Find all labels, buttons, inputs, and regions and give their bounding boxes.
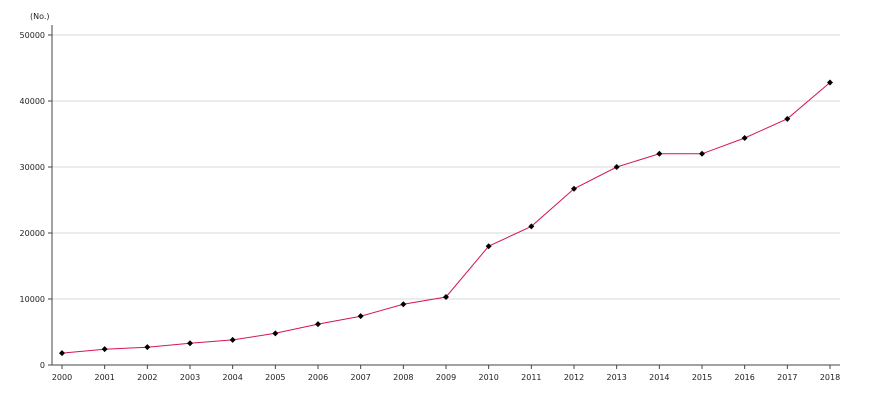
- data-point-marker: [528, 223, 535, 230]
- data-point-marker: [485, 243, 492, 250]
- data-point-marker: [741, 134, 748, 141]
- x-tick-label: 2016: [734, 373, 754, 382]
- x-tick-label: 2002: [137, 373, 157, 382]
- x-tick-label: 2017: [777, 373, 797, 382]
- x-tick-label: 2000: [52, 373, 72, 382]
- y-axis-unit-label: (No.): [30, 12, 50, 21]
- data-point-marker: [613, 164, 620, 170]
- x-tick-label: 2003: [180, 373, 200, 382]
- data-point-marker: [827, 79, 833, 86]
- y-tick-label: 0: [40, 361, 45, 370]
- data-point-marker: [571, 185, 577, 192]
- x-tick-label: 2018: [820, 373, 840, 382]
- x-tick-label: 2015: [692, 373, 712, 382]
- data-point-marker: [699, 150, 705, 157]
- data-point-marker: [187, 340, 193, 347]
- series-line: [61, 82, 831, 354]
- data-point-marker: [315, 321, 321, 328]
- data-point-marker: [784, 115, 791, 122]
- x-tick-label: 2013: [606, 373, 626, 382]
- x-tick-label: 2006: [308, 373, 328, 382]
- data-point-marker: [443, 294, 449, 301]
- y-tick-label: 10000: [20, 295, 45, 304]
- x-tick-label: 2005: [265, 373, 285, 382]
- data-point-marker: [400, 301, 407, 308]
- data-point-marker: [59, 350, 65, 357]
- x-tick-label: 2007: [350, 373, 370, 382]
- data-point-marker: [144, 344, 151, 351]
- data-point-marker: [357, 313, 364, 320]
- x-tick-label: 2010: [478, 373, 498, 382]
- x-tick-label: 2014: [649, 373, 669, 382]
- x-tick-label: 2001: [94, 373, 114, 382]
- data-point-marker: [101, 346, 108, 353]
- x-tick-label: 2012: [564, 373, 584, 382]
- x-tick-label: 2009: [436, 373, 456, 382]
- y-tick-label: 20000: [20, 229, 45, 238]
- y-tick-label: 50000: [20, 31, 45, 40]
- x-tick-label: 2008: [393, 373, 413, 382]
- x-tick-label: 2011: [521, 373, 541, 382]
- data-point-marker: [272, 330, 279, 337]
- y-tick-label: 30000: [20, 163, 45, 172]
- data-point-marker: [229, 336, 236, 343]
- data-point-marker: [656, 150, 663, 157]
- y-tick-label: 40000: [20, 97, 45, 106]
- x-tick-label: 2004: [222, 373, 242, 382]
